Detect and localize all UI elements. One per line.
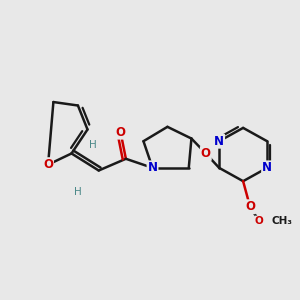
Text: O: O xyxy=(43,158,53,171)
Text: N: N xyxy=(262,161,272,174)
Text: H: H xyxy=(74,187,82,197)
Text: O: O xyxy=(255,216,263,226)
Text: O: O xyxy=(116,126,126,139)
Text: N: N xyxy=(214,135,224,148)
Text: N: N xyxy=(148,161,158,174)
Text: O: O xyxy=(201,147,211,160)
Text: H: H xyxy=(89,140,97,151)
Text: O: O xyxy=(245,200,255,213)
Text: CH₃: CH₃ xyxy=(271,216,292,226)
